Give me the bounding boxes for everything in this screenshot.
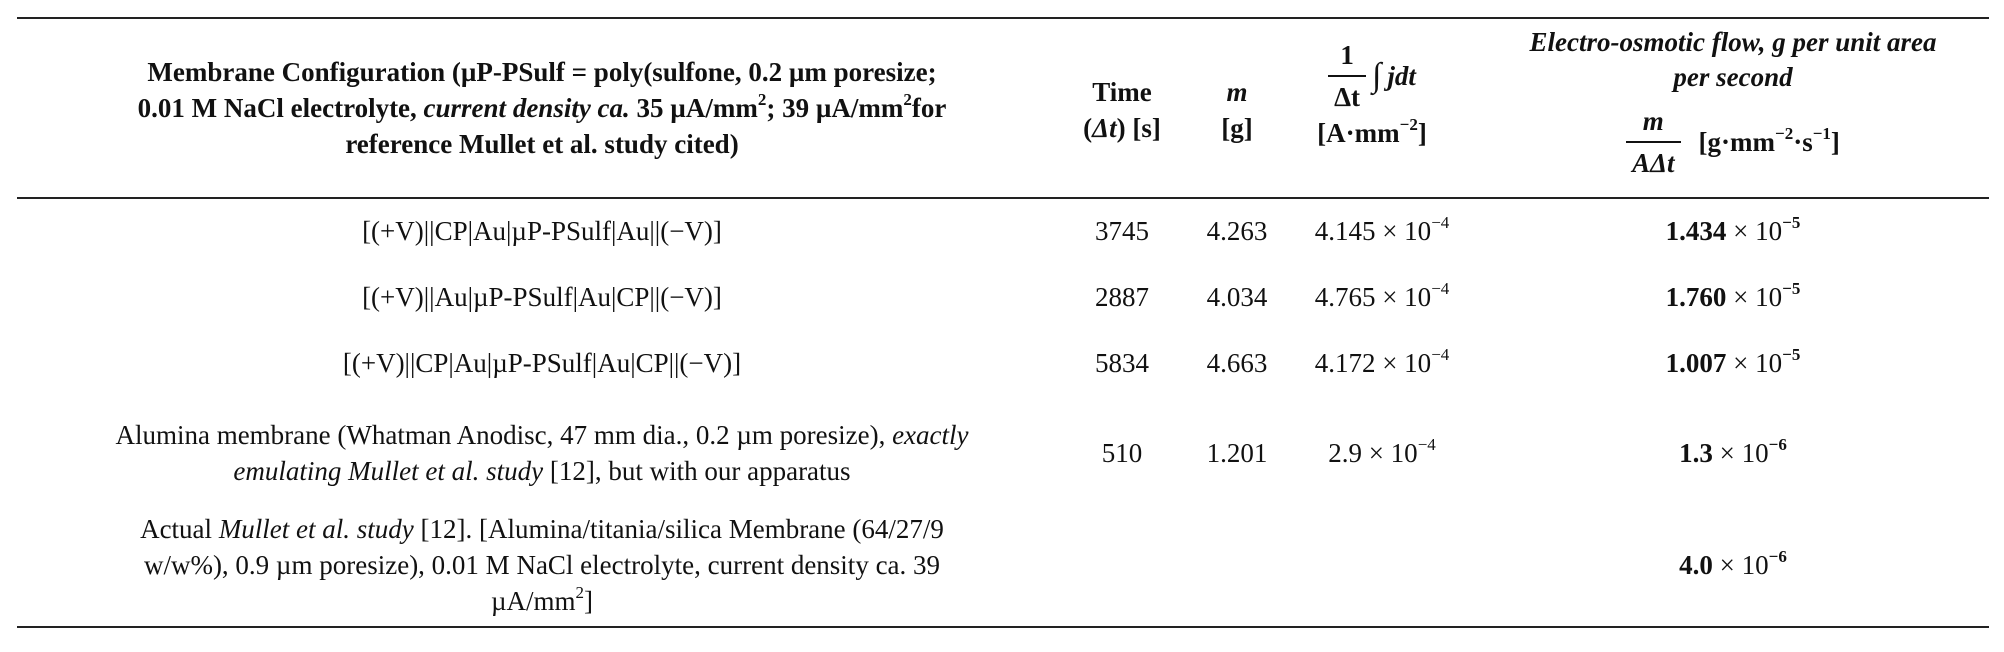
header-time: Time (Δt) [s] <box>1083 77 1161 143</box>
header-membrane-configuration: Membrane Configuration (µP-PSulf = poly(… <box>37 54 1047 162</box>
table-top-rule <box>17 17 1989 19</box>
table-header-rule <box>17 197 1989 199</box>
table-bottom-rule <box>17 626 1989 628</box>
header-mass: m [g] <box>1221 77 1253 143</box>
header-config-line1: Membrane Configuration (µP-PSulf = poly(… <box>147 57 937 87</box>
eof-unit: [g·mm−2·s−1] <box>1698 124 1840 157</box>
header-config-line2: 0.01 M NaCl electrolyte, current density… <box>137 90 947 123</box>
header-current-density: 1 Δt ∫ jdt [A·mm−2] <box>1297 37 1447 151</box>
header-config-line3: reference Mullet et al. study cited) <box>345 129 739 159</box>
eof-formula: m AΔt [g·mm−2·s−1] <box>1477 103 1989 181</box>
header-electro-osmotic-flow: Electro-osmotic flow, g per unit area pe… <box>1477 25 1989 181</box>
current-density-unit: [A·mm−2] <box>1317 115 1427 148</box>
current-density-formula: 1 Δt ∫ jdt <box>1297 37 1447 115</box>
